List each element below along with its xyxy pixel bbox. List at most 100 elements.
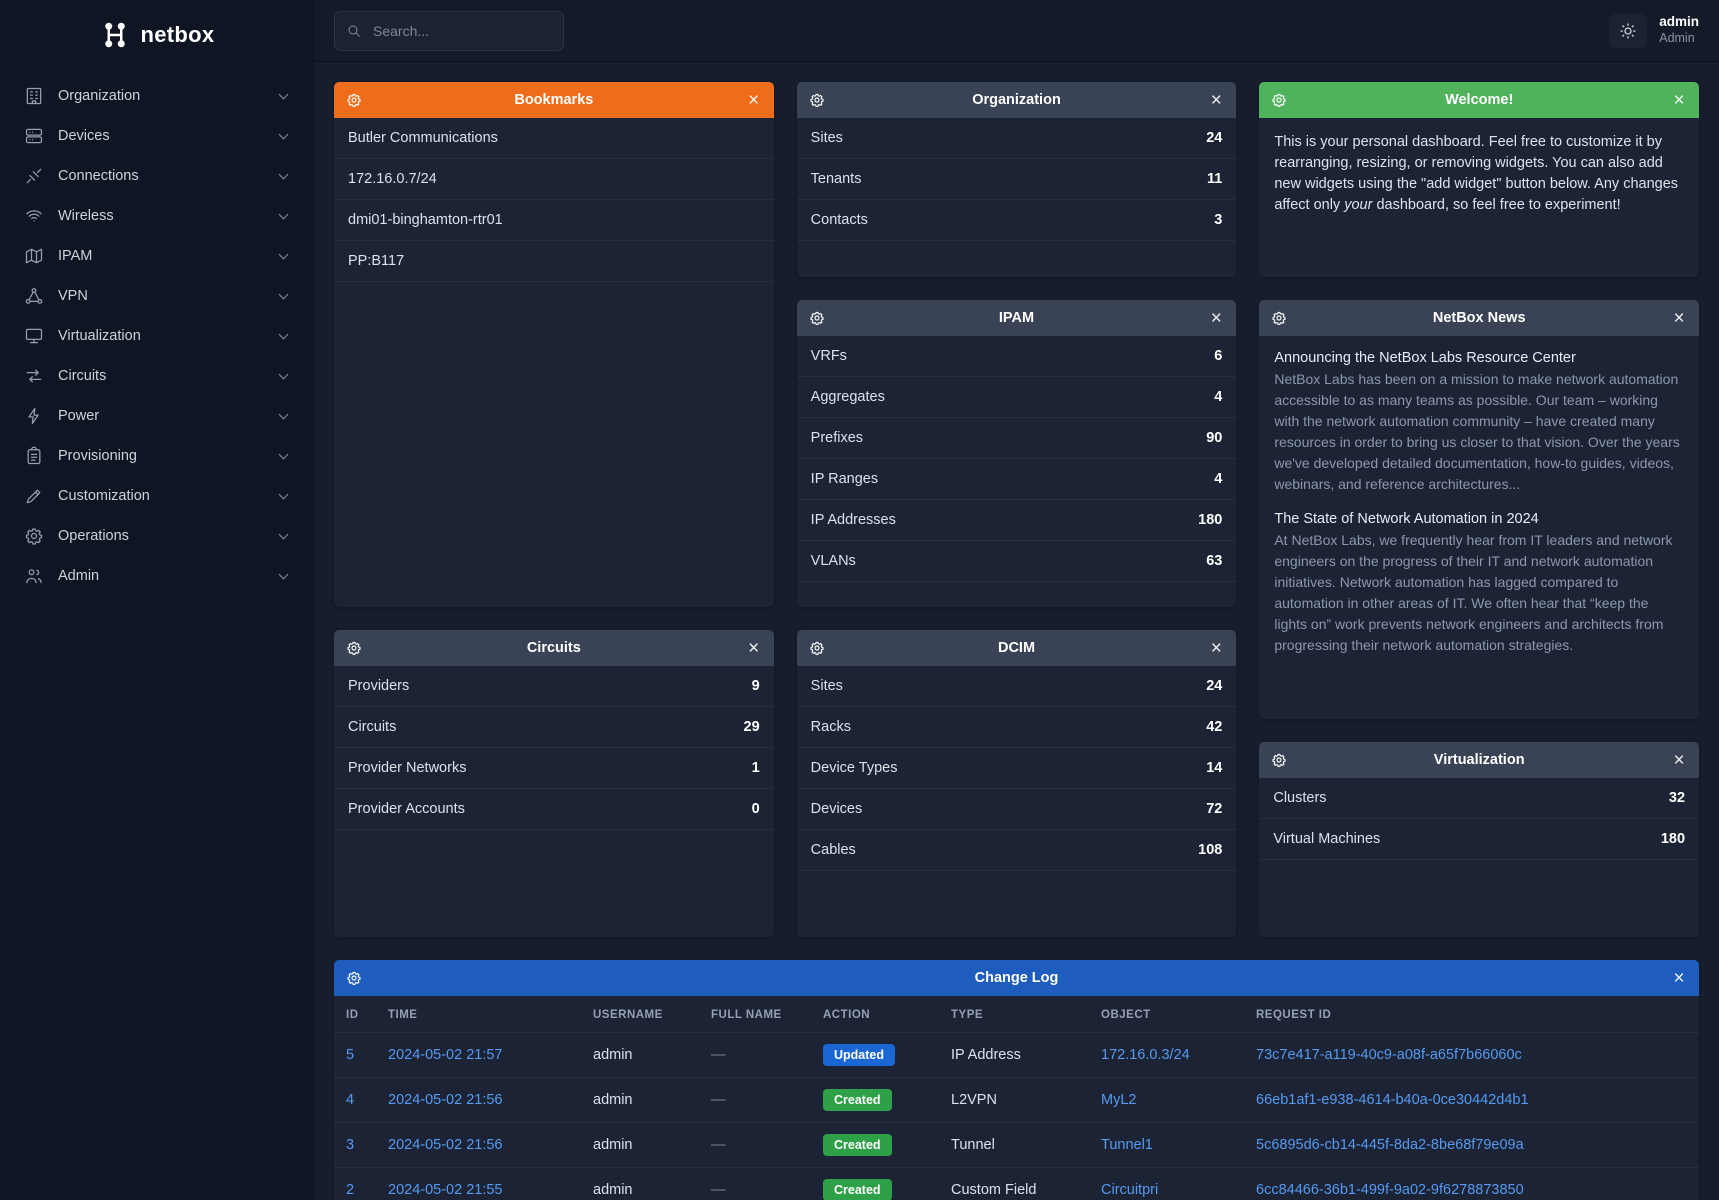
stat-row[interactable]: Sites 24 xyxy=(796,666,1237,707)
sidebar-item-label: Operations xyxy=(58,528,129,544)
sidebar-item-power[interactable]: Power xyxy=(0,396,314,436)
stat-row[interactable]: Cables 108 xyxy=(796,830,1237,871)
stat-row[interactable]: Contacts 3 xyxy=(796,200,1237,241)
close-icon[interactable]: × xyxy=(1673,749,1685,771)
close-icon[interactable]: × xyxy=(1210,89,1222,111)
close-icon[interactable]: × xyxy=(1673,307,1685,329)
bookmark-item[interactable]: Butler Communications xyxy=(334,118,774,159)
changelog-request-id-link[interactable]: 66eb1af1-e938-4614-b40a-0ce30442d4b1 xyxy=(1256,1092,1529,1108)
close-icon[interactable]: × xyxy=(1210,637,1222,659)
user-menu[interactable]: admin Admin xyxy=(1659,14,1699,47)
stat-row[interactable]: Circuits 29 xyxy=(334,707,774,748)
sidebar-item-operations[interactable]: Operations xyxy=(0,516,314,556)
sidebar-item-connections[interactable]: Connections xyxy=(0,156,314,196)
sidebar-item-provisioning[interactable]: Provisioning xyxy=(0,436,314,476)
stat-row[interactable]: VLANs 63 xyxy=(796,541,1237,582)
stat-row[interactable]: Device Types 14 xyxy=(796,748,1237,789)
changelog-username: admin xyxy=(593,1137,633,1153)
news-headline-link[interactable]: The State of Network Automation in 2024 xyxy=(1274,511,1539,527)
sidebar-item-customization[interactable]: Customization xyxy=(0,476,314,516)
gear-icon[interactable] xyxy=(346,92,362,108)
sidebar-item-wireless[interactable]: Wireless xyxy=(0,196,314,236)
changelog-id-link[interactable]: 3 xyxy=(346,1137,355,1153)
stat-label: VRFs xyxy=(810,348,847,364)
sidebar-item-label: Customization xyxy=(58,488,150,504)
changelog-request-id-link[interactable]: 5c6895d6-cb14-445f-8da2-8be68f79e09a xyxy=(1256,1137,1524,1153)
stat-row[interactable]: IP Addresses 180 xyxy=(796,500,1237,541)
changelog-object-link[interactable]: MyL2 xyxy=(1101,1092,1137,1108)
stat-row[interactable]: Aggregates 4 xyxy=(796,377,1237,418)
gear-icon[interactable] xyxy=(809,310,825,326)
bookmark-item[interactable]: dmi01-binghamton-rtr01 xyxy=(334,200,774,241)
stat-row[interactable]: Provider Networks 1 xyxy=(334,748,774,789)
stat-value: 90 xyxy=(1206,430,1223,446)
close-icon[interactable]: × xyxy=(1673,89,1685,111)
widget-welcome-header: Welcome! × xyxy=(1259,82,1700,118)
stat-label: Virtual Machines xyxy=(1273,831,1381,847)
news-scroll-area[interactable]: Announcing the NetBox Labs Resource Cent… xyxy=(1259,336,1699,719)
stat-label: Sites xyxy=(810,678,843,694)
bookmark-item[interactable]: PP:B117 xyxy=(334,241,774,282)
sidebar-item-circuits[interactable]: Circuits xyxy=(0,356,314,396)
changelog-time-link[interactable]: 2024-05-02 21:57 xyxy=(388,1047,503,1063)
stat-row[interactable]: Racks 42 xyxy=(796,707,1237,748)
server-icon xyxy=(24,126,44,146)
stat-row[interactable]: Provider Accounts 0 xyxy=(334,789,774,830)
map-icon xyxy=(24,246,44,266)
theme-toggle-button[interactable] xyxy=(1609,13,1648,48)
close-icon[interactable]: × xyxy=(1673,967,1685,989)
netbox-logo[interactable]: netbox xyxy=(0,0,314,64)
widget-ipam-header: IPAM × xyxy=(796,300,1237,336)
widget-netbox-news: NetBox News × Announcing the NetBox Labs… xyxy=(1259,300,1700,719)
sidebar-item-devices[interactable]: Devices xyxy=(0,116,314,156)
changelog-request-id-link[interactable]: 6cc84466-36b1-499f-9a02-9f6278873850 xyxy=(1256,1182,1524,1198)
changelog-id-link[interactable]: 5 xyxy=(346,1047,355,1063)
stat-row[interactable]: Tenants 11 xyxy=(796,159,1237,200)
topbar: admin Admin xyxy=(314,0,1719,62)
news-headline-link[interactable]: Announcing the NetBox Labs Resource Cent… xyxy=(1274,350,1576,366)
stat-row[interactable]: Providers 9 xyxy=(334,666,774,707)
chevron-down-icon xyxy=(278,329,289,340)
gear-icon[interactable] xyxy=(809,92,825,108)
search-input[interactable] xyxy=(334,10,564,51)
changelog-time-link[interactable]: 2024-05-02 21:55 xyxy=(388,1182,503,1198)
gear-icon[interactable] xyxy=(1271,752,1287,768)
stat-row[interactable]: Prefixes 90 xyxy=(796,418,1237,459)
changelog-fullname: — xyxy=(711,1047,726,1063)
bookmark-item[interactable]: 172.16.0.7/24 xyxy=(334,159,774,200)
search-box xyxy=(334,10,564,51)
changelog-id-link[interactable]: 4 xyxy=(346,1092,355,1108)
changelog-object-link[interactable]: Tunnel1 xyxy=(1101,1137,1153,1153)
sidebar-item-organization[interactable]: Organization xyxy=(0,76,314,116)
gear-icon[interactable] xyxy=(346,970,362,986)
close-icon[interactable]: × xyxy=(748,89,760,111)
widget-title: Bookmarks xyxy=(514,92,594,108)
stat-row[interactable]: Virtual Machines 180 xyxy=(1259,819,1700,860)
changelog-object-link[interactable]: Circuitpri xyxy=(1101,1182,1159,1198)
sidebar-item-ipam[interactable]: IPAM xyxy=(0,236,314,276)
changelog-request-id-link[interactable]: 73c7e417-a119-40c9-a08f-a65f7b66060c xyxy=(1256,1047,1522,1063)
close-icon[interactable]: × xyxy=(1210,307,1222,329)
stat-row[interactable]: IP Ranges 4 xyxy=(796,459,1237,500)
changelog-header-row: ID TIME USERNAME FULL NAME ACTION TYPE O… xyxy=(334,996,1699,1033)
changelog-id-link[interactable]: 2 xyxy=(346,1182,355,1198)
stat-row[interactable]: Devices 72 xyxy=(796,789,1237,830)
widget-welcome: Welcome! × This is your personal dashboa… xyxy=(1259,82,1700,277)
stat-row[interactable]: Clusters 32 xyxy=(1259,778,1700,819)
dashboard: Bookmarks × Butler Communications 172.16… xyxy=(314,62,1719,1200)
gear-icon[interactable] xyxy=(1271,310,1287,326)
stat-row[interactable]: VRFs 6 xyxy=(796,336,1237,377)
sidebar-item-vpn[interactable]: VPN xyxy=(0,276,314,316)
gear-icon[interactable] xyxy=(346,640,362,656)
close-icon[interactable]: × xyxy=(748,637,760,659)
stat-row[interactable]: Sites 24 xyxy=(796,118,1237,159)
changelog-object-link[interactable]: 172.16.0.3/24 xyxy=(1101,1047,1190,1063)
changelog-time-link[interactable]: 2024-05-02 21:56 xyxy=(388,1137,503,1153)
sidebar-item-virtualization[interactable]: Virtualization xyxy=(0,316,314,356)
sidebar-item-label: Wireless xyxy=(58,208,114,224)
changelog-time-link[interactable]: 2024-05-02 21:56 xyxy=(388,1092,503,1108)
gear-icon[interactable] xyxy=(809,640,825,656)
sidebar-item-admin[interactable]: Admin xyxy=(0,556,314,596)
gear-icon[interactable] xyxy=(1271,92,1287,108)
stat-value: 4 xyxy=(1214,389,1223,405)
